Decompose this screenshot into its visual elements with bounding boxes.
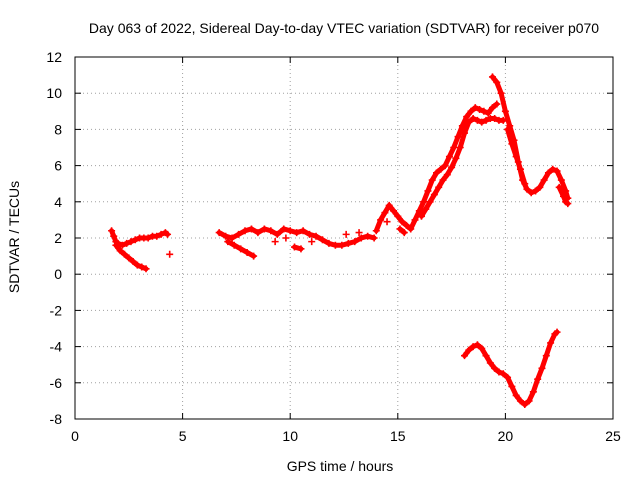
y-tick-label: -6 (50, 375, 63, 391)
y-tick-label: 10 (46, 85, 62, 101)
chart-title: Day 063 of 2022, Sidereal Day-to-day VTE… (89, 20, 599, 36)
data-point (282, 234, 290, 242)
x-tick-label: 20 (498, 428, 514, 444)
data-point (166, 250, 174, 258)
series-trace (365, 233, 377, 241)
series-trace (502, 108, 513, 129)
axis-ticks: 0 5 10 15 20 25 -8 -6 -4 -2 0 2 4 6 8 10 12 (46, 49, 621, 444)
y-tick-label: 12 (46, 49, 62, 65)
x-axis-label: GPS time / hours (287, 458, 394, 474)
y-tick-label: -2 (50, 302, 63, 318)
x-tick-label: 0 (71, 428, 79, 444)
series-trace (162, 230, 171, 237)
series-trace (563, 199, 571, 207)
y-tick-label: 2 (54, 230, 62, 246)
y-tick-label: 6 (54, 158, 62, 174)
y-tick-label: -4 (50, 339, 63, 355)
data-point (342, 230, 350, 238)
series-trace (457, 130, 468, 150)
series-trace (517, 166, 528, 187)
y-axis-label: SDTVAR / TECUs (6, 181, 22, 293)
data-point (271, 238, 279, 246)
x-tick-label: 10 (282, 428, 298, 444)
x-tick-label: 15 (390, 428, 406, 444)
series-trace (489, 101, 500, 111)
y-tick-label: 0 (54, 266, 62, 282)
series-trace (244, 249, 257, 259)
plot-frame (74, 56, 614, 420)
series-trace (397, 226, 407, 236)
y-tick-label: 4 (54, 194, 62, 210)
data-point (383, 218, 391, 226)
series-trace (552, 329, 560, 337)
series-trace (505, 126, 515, 147)
y-tick-label: 8 (54, 121, 62, 137)
data-point (308, 238, 316, 246)
series-trace (507, 123, 517, 143)
x-tick-label: 5 (179, 428, 187, 444)
x-tick-label: 25 (605, 428, 621, 444)
series-trace (139, 264, 149, 272)
y-tick-label: -8 (50, 411, 63, 427)
data-point (355, 229, 363, 237)
series-trace (563, 188, 571, 201)
data-points (108, 73, 572, 409)
series-trace (498, 90, 508, 114)
series-trace (292, 244, 304, 252)
